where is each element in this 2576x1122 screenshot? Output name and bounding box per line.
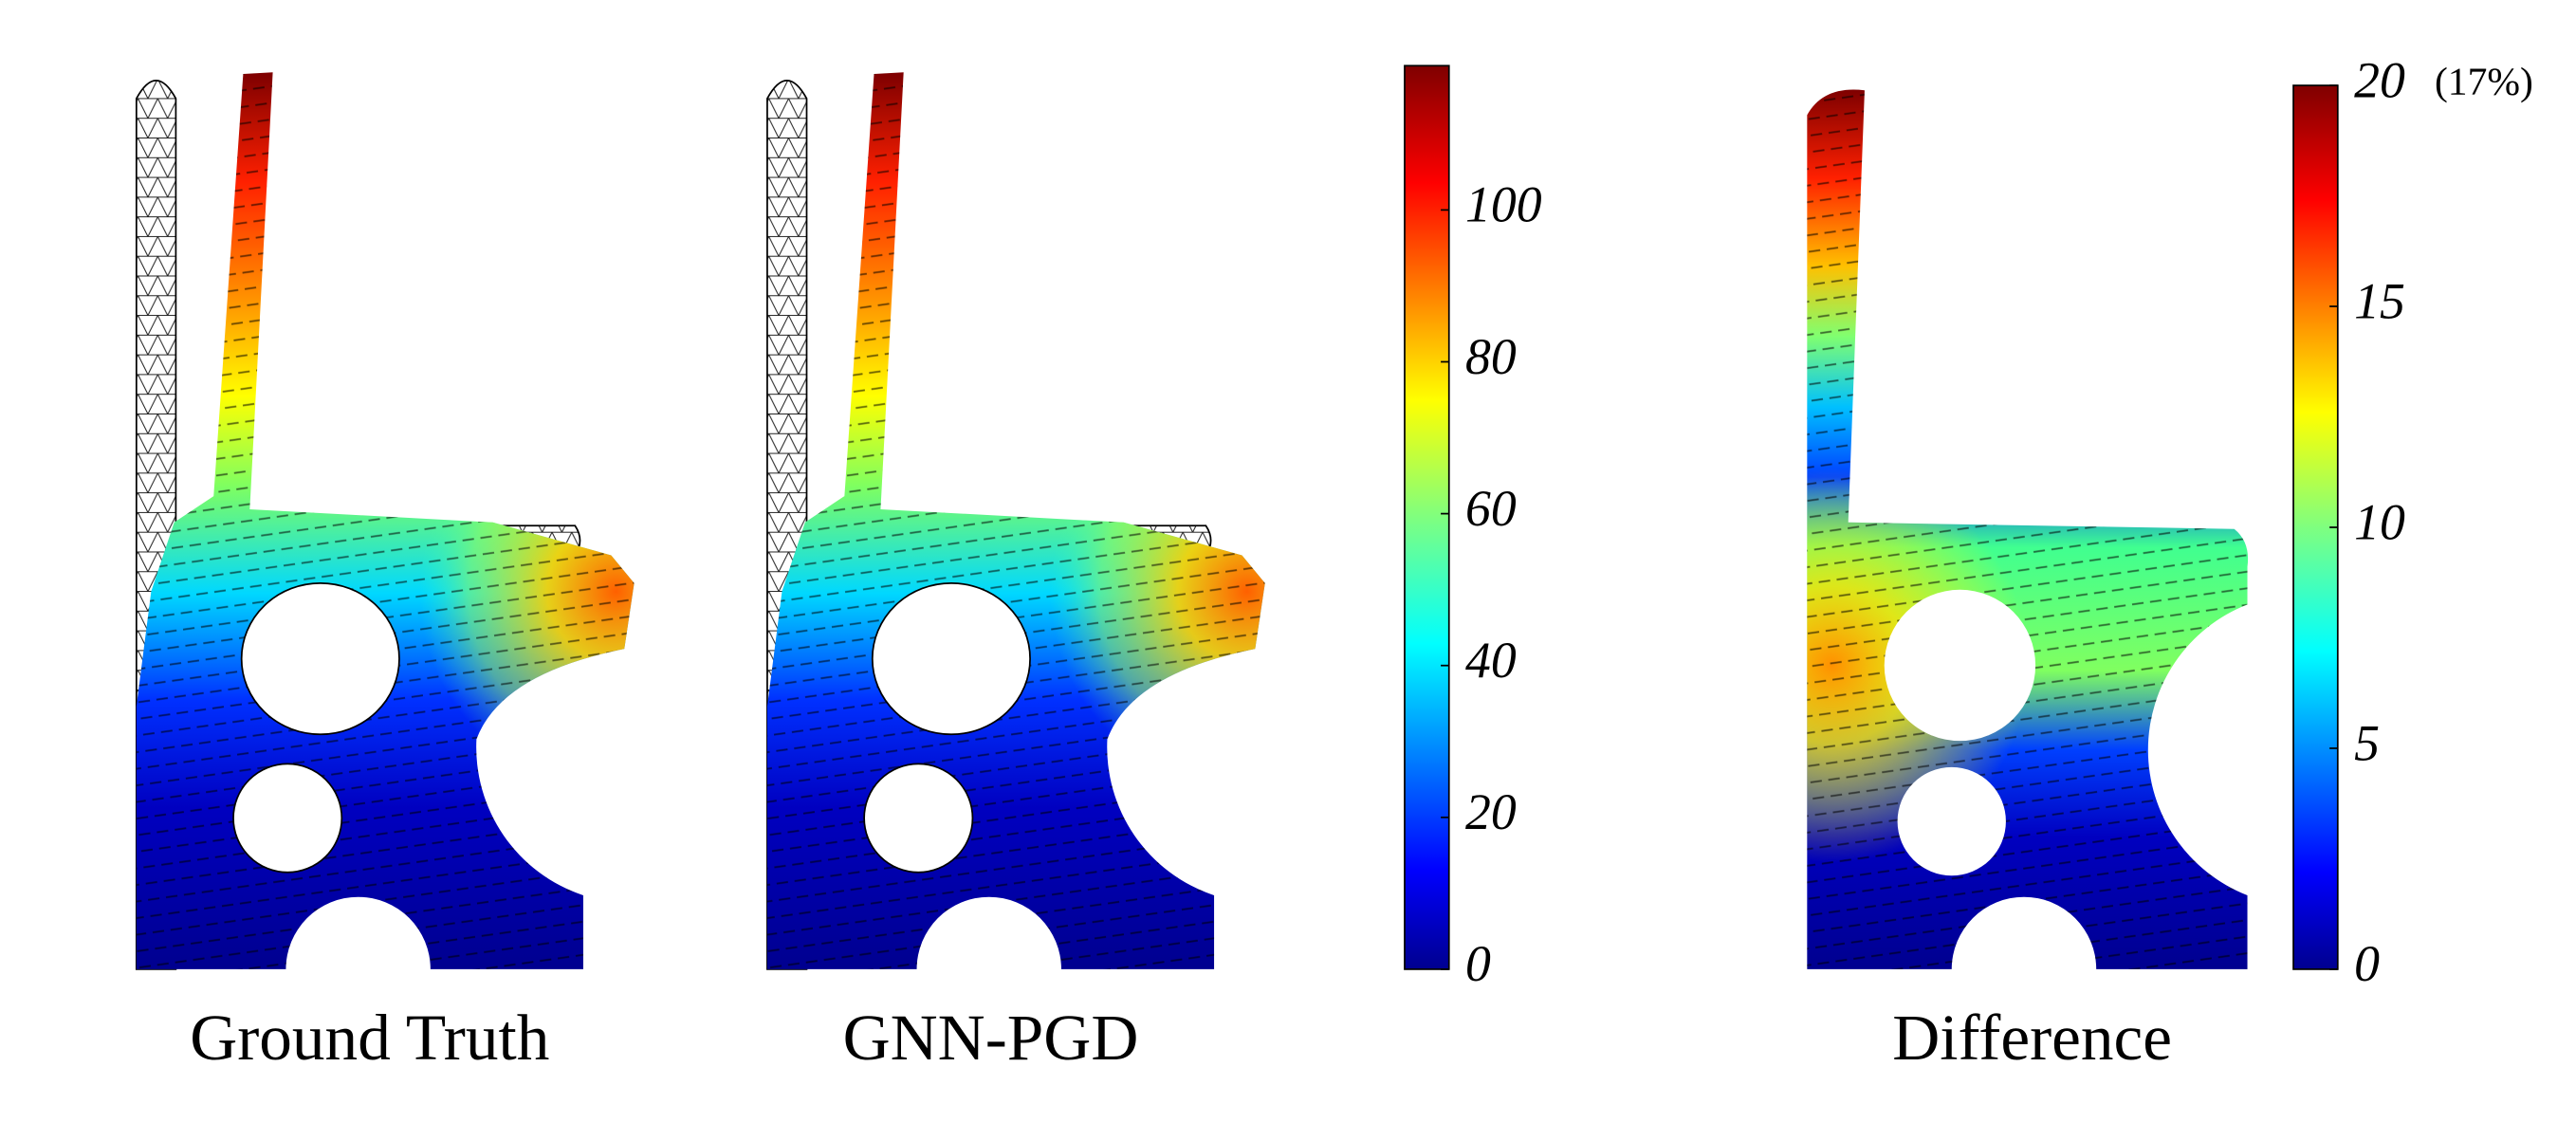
colorbar-tick-label: 60 <box>1465 480 1517 537</box>
colorbar-tick-label: 0 <box>1465 935 1491 992</box>
panel-label: Ground Truth <box>190 1001 549 1074</box>
panel-label: Difference <box>1892 1001 2172 1074</box>
colorbar-tick-label: 100 <box>1465 176 1542 233</box>
colorbar-annotation: (17%) <box>2435 60 2533 104</box>
colorbar-tick-label: 0 <box>2354 935 2380 992</box>
ground-truth-field <box>137 72 635 969</box>
colorbar-tick-label: 40 <box>1465 632 1517 689</box>
colorbar-tick-label: 80 <box>1465 328 1517 385</box>
panel-label: GNN-PGD <box>843 1001 1139 1074</box>
difference-field <box>1807 89 2249 969</box>
colorbar-tick-label: 20 <box>2354 51 2405 108</box>
colorbar-tick-label: 15 <box>2354 272 2405 329</box>
colorbar-tick-label: 20 <box>1465 783 1517 840</box>
colorbar <box>1404 64 1450 970</box>
colorbar-tick-label: 5 <box>2354 714 2380 771</box>
colorbar-tick-label: 10 <box>2354 493 2405 550</box>
gnn-pgd-field <box>767 72 1265 969</box>
